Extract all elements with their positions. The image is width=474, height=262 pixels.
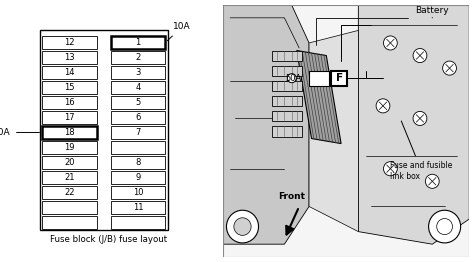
Text: F: F bbox=[336, 73, 343, 83]
Circle shape bbox=[234, 218, 251, 235]
Bar bbox=[111, 141, 165, 154]
Bar bbox=[111, 66, 165, 79]
Text: 22: 22 bbox=[64, 188, 74, 197]
Bar bbox=[42, 96, 97, 109]
Bar bbox=[111, 171, 165, 184]
Text: 10A: 10A bbox=[167, 22, 191, 41]
Bar bbox=[272, 96, 301, 106]
Text: 18: 18 bbox=[64, 128, 75, 137]
Circle shape bbox=[437, 219, 453, 235]
Bar bbox=[42, 36, 97, 49]
Bar bbox=[272, 66, 301, 76]
Bar bbox=[42, 126, 97, 139]
Text: 6: 6 bbox=[136, 113, 141, 122]
Text: Battery: Battery bbox=[415, 6, 449, 18]
Bar bbox=[111, 36, 165, 49]
Circle shape bbox=[428, 210, 461, 243]
Bar bbox=[331, 71, 347, 86]
Bar bbox=[42, 111, 97, 124]
Text: 11: 11 bbox=[133, 203, 144, 212]
Text: 3: 3 bbox=[136, 68, 141, 77]
Circle shape bbox=[443, 61, 456, 75]
Text: 50A: 50A bbox=[285, 74, 301, 83]
Text: 7: 7 bbox=[136, 128, 141, 137]
Text: 10: 10 bbox=[133, 188, 144, 197]
Bar bbox=[272, 51, 301, 61]
Text: 5: 5 bbox=[136, 98, 141, 107]
Text: 21: 21 bbox=[64, 173, 74, 182]
Text: 13: 13 bbox=[64, 53, 75, 62]
Bar bbox=[111, 126, 165, 139]
Polygon shape bbox=[297, 51, 341, 144]
Circle shape bbox=[413, 111, 427, 125]
Bar bbox=[111, 216, 165, 229]
Bar bbox=[111, 156, 165, 169]
Text: 15: 15 bbox=[64, 83, 74, 92]
Bar bbox=[42, 216, 97, 229]
Circle shape bbox=[383, 162, 397, 176]
Polygon shape bbox=[223, 5, 309, 244]
Text: 10A: 10A bbox=[0, 128, 39, 137]
Text: 16: 16 bbox=[64, 98, 75, 107]
Bar bbox=[42, 51, 97, 64]
Text: Fuse block (J/B) fuse layout: Fuse block (J/B) fuse layout bbox=[50, 235, 168, 244]
Bar bbox=[42, 66, 97, 79]
Circle shape bbox=[425, 174, 439, 188]
Bar bbox=[111, 111, 165, 124]
Text: 9: 9 bbox=[136, 173, 141, 182]
Polygon shape bbox=[223, 5, 469, 257]
Bar bbox=[42, 81, 97, 94]
Bar bbox=[111, 51, 165, 64]
Text: 12: 12 bbox=[64, 38, 74, 47]
Text: 4: 4 bbox=[136, 83, 141, 92]
Bar bbox=[272, 111, 301, 122]
Text: 19: 19 bbox=[64, 143, 74, 152]
Circle shape bbox=[413, 48, 427, 63]
Circle shape bbox=[376, 99, 390, 113]
Text: 1: 1 bbox=[136, 38, 141, 47]
Bar bbox=[111, 96, 165, 109]
Text: 14: 14 bbox=[64, 68, 74, 77]
Bar bbox=[309, 71, 329, 86]
Bar bbox=[272, 126, 301, 137]
Circle shape bbox=[287, 74, 296, 83]
Text: 20: 20 bbox=[64, 158, 74, 167]
Bar bbox=[42, 141, 97, 154]
Bar bbox=[42, 171, 97, 184]
Bar bbox=[42, 201, 97, 214]
Text: 8: 8 bbox=[136, 158, 141, 167]
Circle shape bbox=[383, 36, 397, 50]
Bar bbox=[111, 201, 165, 214]
Text: Front: Front bbox=[278, 192, 305, 201]
Text: 2: 2 bbox=[136, 53, 141, 62]
Bar bbox=[111, 186, 165, 199]
Text: Fuse and fusible
link box: Fuse and fusible link box bbox=[391, 121, 453, 181]
Circle shape bbox=[227, 210, 258, 243]
Bar bbox=[272, 81, 301, 91]
Text: 17: 17 bbox=[64, 113, 75, 122]
Bar bbox=[111, 81, 165, 94]
Polygon shape bbox=[309, 30, 358, 232]
Bar bbox=[42, 186, 97, 199]
Polygon shape bbox=[358, 5, 469, 244]
Bar bbox=[42, 156, 97, 169]
Bar bbox=[40, 30, 168, 230]
